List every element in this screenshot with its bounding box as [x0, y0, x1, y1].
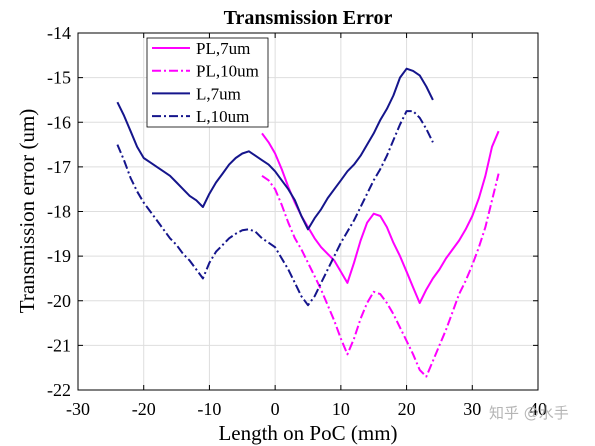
y-tick-labels: -14 -15 -16 -17 -18 -19 -20 -21 -22 [47, 23, 71, 400]
x-axis-label: Length on PoC (mm) [218, 421, 397, 445]
legend-entry-l-10um: L,10um [152, 107, 249, 126]
legend-label-l-7um: L,7um [196, 84, 241, 103]
y-tick-label-neg16: -16 [47, 112, 71, 132]
tick-marks [77, 32, 539, 391]
series-lines [116, 67, 500, 378]
y-tick-label-neg14: -14 [47, 23, 71, 43]
series-line-pl-10um [261, 173, 500, 378]
x-tick-label-20: 20 [398, 399, 416, 419]
y-tick-label-neg18: -18 [47, 202, 71, 222]
y-tick-label-neg17: -17 [47, 157, 71, 177]
x-tick-labels: -30 -20 -10 0 10 20 30 40 [66, 399, 547, 419]
x-tick-label-40: 40 [529, 399, 547, 419]
legend-label-pl-10um: PL,10um [196, 62, 259, 81]
x-tick-label-0: 0 [271, 399, 280, 419]
chart-title: Transmission Error [224, 7, 393, 29]
x-tick-label-10: 10 [332, 399, 350, 419]
x-tick-label-neg20: -20 [132, 399, 156, 419]
y-tick-label-neg20: -20 [47, 291, 71, 311]
series-line-l-7um [116, 67, 434, 231]
series-line-l-10um [116, 110, 434, 307]
legend: PL,7um PL,10um L,7um L,10um [146, 37, 269, 128]
legend-entry-pl-7um: PL,7um [152, 39, 250, 58]
y-tick-label-neg22: -22 [47, 380, 71, 400]
y-tick-label-neg19: -19 [47, 246, 71, 266]
legend-label-pl-7um: PL,7um [196, 39, 250, 58]
x-tick-label-neg30: -30 [66, 399, 90, 419]
y-tick-label-neg15: -15 [47, 68, 71, 88]
legend-label-l-10um: L,10um [196, 107, 249, 126]
x-tick-label-neg10: -10 [197, 399, 221, 419]
y-tick-label-neg21: -21 [47, 335, 71, 355]
x-tick-label-30: 30 [463, 399, 481, 419]
legend-entry-l-7um: L,7um [152, 84, 241, 103]
legend-box [146, 37, 269, 128]
y-axis-label: Transmission error (um) [15, 109, 39, 314]
watermark: 知乎 @水手 [489, 404, 569, 422]
legend-entry-pl-10um: PL,10um [152, 62, 259, 81]
